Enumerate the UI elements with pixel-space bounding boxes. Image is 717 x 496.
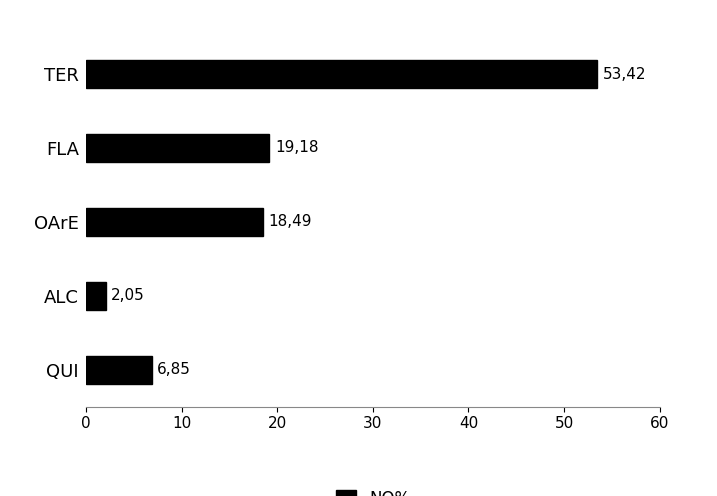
Text: 18,49: 18,49 (269, 214, 312, 229)
Text: 53,42: 53,42 (602, 66, 646, 81)
Text: 2,05: 2,05 (111, 288, 145, 304)
Bar (86, 60, 597, 88)
Bar (86, 282, 105, 310)
Bar (86, 134, 270, 162)
Legend: NO%: NO% (336, 490, 410, 496)
Text: 19,18: 19,18 (275, 140, 318, 155)
Text: 6,85: 6,85 (157, 362, 191, 377)
Bar (86, 356, 151, 384)
Bar (86, 208, 263, 236)
